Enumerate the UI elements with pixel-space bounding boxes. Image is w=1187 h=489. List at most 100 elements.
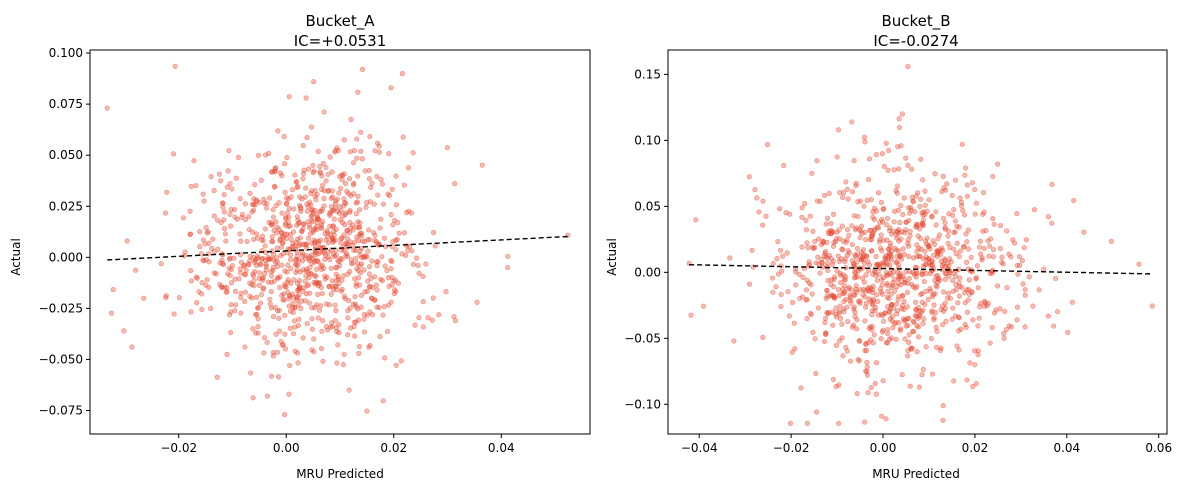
scatter-point (855, 213, 861, 220)
scatter-point (874, 292, 880, 298)
scatter-point (830, 376, 836, 382)
scatter-point (774, 256, 780, 262)
scatter-point (763, 213, 769, 219)
scatter-point (279, 173, 285, 179)
scatter-point (796, 271, 802, 278)
scatter-point (968, 254, 974, 261)
scatter-point (836, 292, 842, 299)
scatter-point (361, 329, 367, 335)
scatter-point (917, 253, 923, 259)
scatter-point (891, 219, 897, 225)
scatter-point (746, 281, 753, 287)
scatter-point (355, 193, 361, 199)
scatter-point (303, 185, 309, 191)
scatter-point (934, 328, 940, 334)
scatter-point (373, 239, 380, 245)
x-tick-label: −0.04 (681, 441, 718, 455)
scatter-point (836, 310, 842, 316)
scatter-point (285, 219, 291, 225)
scatter-point (369, 180, 375, 186)
scatter-point (879, 248, 885, 254)
scatter-point (311, 336, 317, 342)
scatter-point (260, 255, 266, 262)
scatter-point (942, 220, 948, 226)
scatter-point (206, 284, 212, 290)
scatter-point (896, 238, 902, 244)
scatter-point (934, 344, 940, 350)
scatter-point (339, 286, 345, 292)
scatter-point (366, 271, 373, 277)
scatter-point (981, 209, 987, 215)
scatter-point (347, 305, 353, 311)
scatter-point (896, 124, 903, 131)
scatter-point (362, 168, 368, 174)
y-tick-label: −0.10 (624, 397, 661, 411)
scatter-point (315, 315, 321, 321)
scatter-point (366, 167, 372, 174)
scatter-point (328, 265, 334, 272)
scatter-point (1149, 303, 1155, 309)
scatter-point (217, 260, 223, 266)
chart-bucket-a: Bucket_A IC=+0.0531 −0.02 0.00 0.02 0.04 −0… (9, 12, 591, 481)
scatter-point (837, 303, 843, 309)
scatter-point (905, 237, 911, 243)
scatter-point (835, 287, 842, 293)
y-tick-label: 0.05 (634, 199, 661, 213)
scatter-point (852, 269, 858, 275)
scatter-point (334, 360, 340, 366)
scatter-point (256, 282, 262, 288)
scatter-point (371, 201, 377, 207)
scatter-point (906, 253, 912, 259)
scatter-point (319, 262, 325, 268)
scatter-point (302, 242, 308, 248)
scatter-point (895, 207, 901, 213)
scatter-point (945, 290, 952, 296)
scatter-point (291, 294, 297, 301)
scatter-point (281, 161, 288, 167)
scatter-point (799, 205, 805, 211)
scatter-point (839, 223, 845, 229)
scatter-point (870, 298, 876, 304)
scatter-point (389, 274, 395, 281)
x-axis-ticks: −0.02 0.00 0.02 0.04 (160, 434, 515, 455)
scatter-point (200, 237, 206, 243)
scatter-point (309, 326, 316, 332)
scatter-point (317, 170, 323, 176)
scatter-point (976, 315, 982, 321)
scatter-point (376, 143, 382, 149)
scatter-point (825, 277, 831, 284)
scatter-point (237, 266, 243, 272)
scatter-point (888, 335, 895, 341)
scatter-point (300, 142, 306, 149)
scatter-point (353, 211, 359, 217)
scatter-point (845, 248, 851, 254)
scatter-point (228, 207, 234, 213)
scatter-point (773, 284, 779, 290)
scatter-point (241, 298, 248, 305)
scatter-point (953, 286, 960, 293)
scatter-point (254, 198, 260, 204)
scatter-point (981, 245, 987, 252)
scatter-point (286, 296, 292, 302)
scatter-point (873, 152, 879, 158)
scatter-point (879, 413, 885, 419)
scatter-point (267, 195, 273, 201)
scatter-point (221, 217, 227, 223)
scatter-point (981, 303, 988, 309)
chart-title-line2: IC=-0.0274 (873, 32, 958, 50)
scatter-point (870, 296, 877, 302)
scatter-point (929, 213, 935, 219)
scatter-point (878, 232, 884, 238)
scatter-point (320, 318, 326, 324)
scatter-point (320, 160, 326, 166)
scatter-point (227, 256, 233, 262)
scatter-point (899, 111, 905, 117)
scatter-point (284, 209, 291, 216)
scatter-point (896, 166, 902, 172)
scatter-point (365, 248, 371, 254)
scatter-point (826, 190, 832, 197)
scatter-point (282, 189, 288, 195)
scatter-point (327, 212, 333, 218)
scatter-point (912, 209, 918, 215)
scatter-point (1015, 271, 1021, 277)
